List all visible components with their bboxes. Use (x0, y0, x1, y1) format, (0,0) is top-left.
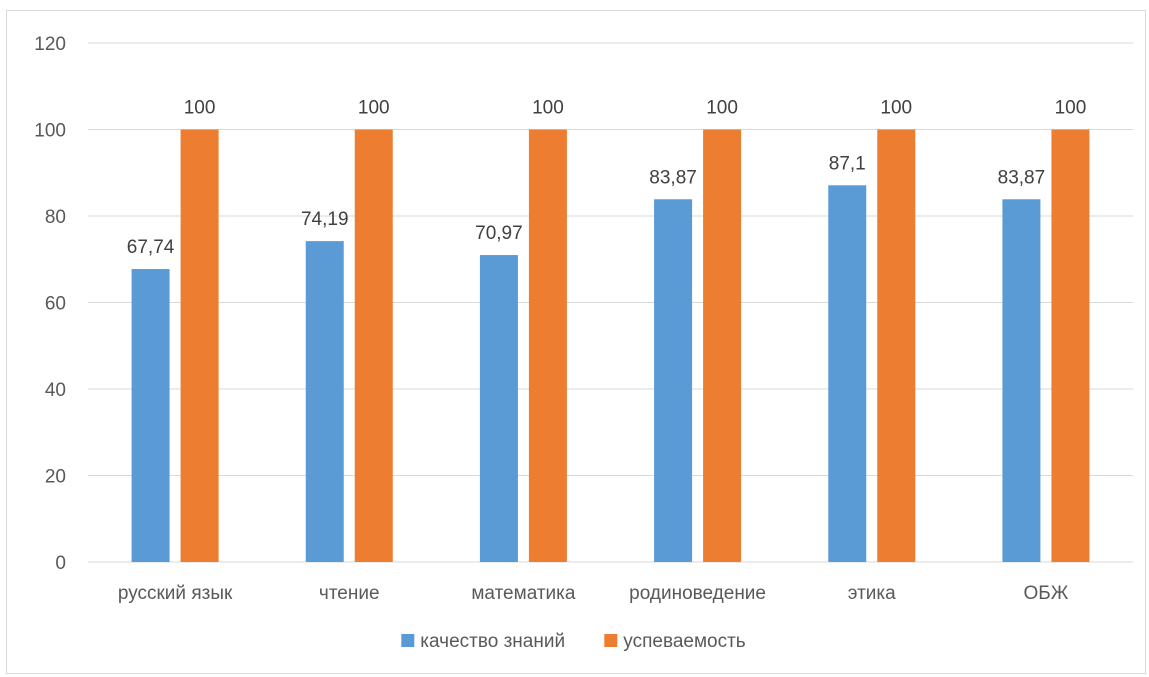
bar-knowledge-quality (131, 269, 170, 562)
legend-label: качество знаний (420, 631, 565, 652)
data-label: 74,19 (301, 209, 349, 230)
y-tick-label: 0 (55, 553, 66, 574)
x-category-label: русский язык (118, 583, 233, 604)
y-tick-label: 120 (34, 34, 66, 55)
legend-swatch (401, 634, 415, 647)
data-label: 70,97 (475, 223, 523, 244)
bar-knowledge-quality (828, 185, 867, 563)
data-label: 67,74 (127, 237, 175, 258)
data-label: 87,1 (829, 153, 866, 174)
y-tick-label: 20 (45, 467, 66, 488)
x-category-label: математика (471, 583, 576, 604)
y-tick-label: 100 (34, 121, 66, 142)
bar-progress (1051, 129, 1090, 562)
bar-progress (180, 129, 219, 562)
data-label: 100 (184, 98, 216, 119)
legend-label: успеваемость (623, 631, 745, 652)
x-category-label: родиноведение (629, 583, 766, 604)
y-tick-label: 60 (45, 294, 66, 315)
bar-knowledge-quality (305, 241, 344, 563)
data-label: 100 (880, 98, 912, 119)
x-category-label: чтение (319, 583, 380, 604)
bar-progress (354, 129, 393, 562)
data-label: 100 (1055, 98, 1087, 119)
y-tick-label: 40 (45, 380, 66, 401)
bar-progress (877, 129, 916, 562)
data-label: 83,87 (998, 167, 1046, 188)
data-label: 100 (706, 98, 738, 119)
bar-progress (528, 129, 567, 562)
bar-progress (703, 129, 742, 562)
data-label: 83,87 (649, 167, 697, 188)
bar-knowledge-quality (654, 199, 693, 562)
legend-swatch (604, 634, 618, 647)
bar-knowledge-quality (1002, 199, 1041, 562)
y-tick-label: 80 (45, 207, 66, 228)
x-category-label: этика (848, 583, 896, 604)
data-label: 100 (358, 98, 390, 119)
x-category-label: ОБЖ (1024, 583, 1069, 604)
data-label: 100 (532, 98, 564, 119)
bar-knowledge-quality (479, 255, 518, 562)
